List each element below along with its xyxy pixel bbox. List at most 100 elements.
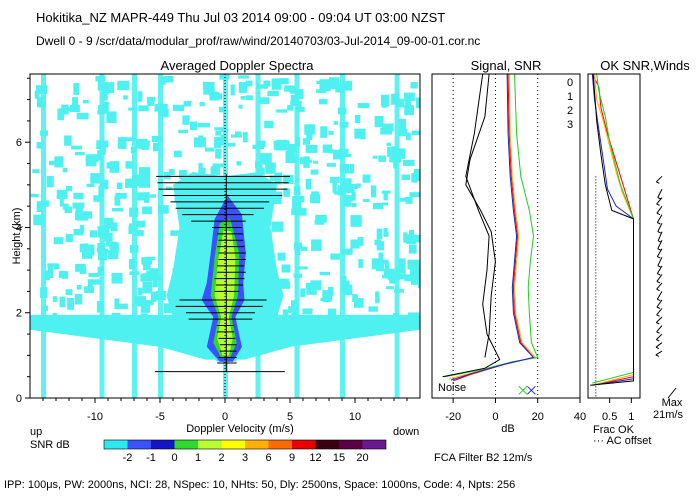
noise-speck	[381, 190, 391, 194]
noise-speck	[265, 162, 276, 174]
noise-speck	[353, 298, 364, 308]
signal-gridlines	[452, 74, 539, 398]
noise-speck	[111, 273, 123, 284]
signal-lines	[442, 74, 539, 382]
noise-speck	[322, 290, 331, 302]
noise-speck	[57, 108, 64, 121]
ok-legend-entry: 2	[567, 105, 573, 117]
noise-speck	[380, 94, 390, 107]
wind-barb	[656, 306, 661, 309]
noise-speck	[59, 198, 64, 207]
noise-speck	[65, 289, 73, 295]
header-title: Hokitika_NZ MAPR-449 Thu Jul 03 2014 09:…	[36, 10, 445, 25]
noise-speck	[402, 159, 415, 166]
wind-barb	[656, 322, 660, 325]
noise-speck	[382, 274, 390, 279]
noise-speck	[125, 178, 137, 188]
wind-barbs	[655, 175, 677, 399]
noise-speck	[47, 266, 54, 278]
noise-speck	[125, 137, 137, 142]
colorbar-swatch	[151, 440, 175, 449]
noise-speck	[143, 192, 149, 203]
noise-streak	[158, 74, 163, 398]
ok-series-black	[590, 74, 634, 386]
noise-speck	[82, 250, 93, 259]
noise-speck	[271, 195, 282, 205]
noise-speck	[311, 239, 322, 251]
noise-speck	[387, 277, 397, 281]
noise-speck	[64, 206, 73, 213]
ok-series-1	[592, 74, 634, 386]
noise-speck	[328, 308, 337, 320]
noise-speck	[144, 140, 150, 148]
noise-speck	[287, 144, 298, 153]
noise-speck	[385, 286, 395, 290]
noise-speck	[90, 279, 103, 285]
noise-speck	[285, 151, 295, 163]
noise-speck	[199, 102, 205, 107]
max-label: Max	[662, 397, 683, 409]
noise-speck	[114, 195, 121, 206]
signal-series-1	[448, 74, 537, 380]
wind-vector	[656, 274, 663, 282]
noise-streak	[99, 74, 105, 398]
noise-speck	[340, 178, 352, 189]
noise-speck	[394, 273, 407, 280]
colorbar-label: 9	[289, 452, 295, 464]
colorbar-label: 15	[333, 452, 345, 464]
noise-speck	[319, 271, 330, 276]
noise-speck	[238, 75, 249, 79]
noise-speck	[163, 303, 174, 314]
noise-speck	[398, 128, 408, 137]
signal-x-tick-label: 40	[574, 411, 586, 423]
noise-speck	[245, 95, 253, 101]
noise-speck	[267, 90, 279, 97]
noise-speck	[404, 99, 411, 107]
noise-speck	[75, 208, 83, 215]
noise-speck	[287, 105, 294, 111]
noise-speck	[374, 115, 384, 128]
noise-speck	[101, 93, 108, 101]
wind-vector	[655, 175, 663, 183]
noise-speck	[110, 222, 118, 232]
noise-speck	[109, 161, 120, 173]
colorbar-label: 2	[218, 452, 224, 464]
noise-speck	[203, 87, 215, 95]
wind-barb	[657, 273, 661, 276]
noise-speck	[62, 203, 69, 210]
noise-speck	[342, 154, 352, 157]
noise-speck	[61, 271, 69, 279]
noise-speck	[333, 191, 344, 195]
snr-colorbar: -2 -1 0 1 2 3 6 9 12 15 20	[103, 439, 387, 464]
noise-speck	[399, 197, 407, 202]
noise-speck	[128, 226, 134, 235]
noise-speck	[401, 174, 410, 180]
noise-speck	[146, 97, 156, 102]
noise-speck	[238, 104, 243, 109]
noise-speck	[260, 153, 272, 165]
noise-speck	[403, 232, 408, 243]
y-tick-label: 4	[16, 222, 22, 234]
noise-speck	[73, 83, 79, 95]
colorbar-swatch	[104, 440, 128, 449]
colorbar-label: 0	[171, 452, 177, 464]
noise-speck	[32, 169, 40, 174]
noise-speck	[302, 308, 313, 315]
noise-speck	[296, 107, 305, 112]
noise-speck	[315, 214, 327, 223]
noise-speck	[343, 121, 349, 127]
noise-speck	[147, 194, 157, 198]
noise-speck	[329, 176, 340, 183]
max-speed-label: 21m/s	[653, 409, 683, 421]
wind-barb	[656, 280, 661, 284]
noise-speck	[214, 136, 222, 149]
noise-speck	[418, 278, 420, 289]
noise-speck	[354, 128, 366, 139]
noise-speck	[70, 104, 80, 112]
noise-speck	[183, 101, 191, 107]
noise-speck	[320, 126, 328, 138]
noise-speck	[405, 197, 413, 204]
noise-speck	[74, 294, 83, 305]
wind-vector	[657, 231, 663, 241]
